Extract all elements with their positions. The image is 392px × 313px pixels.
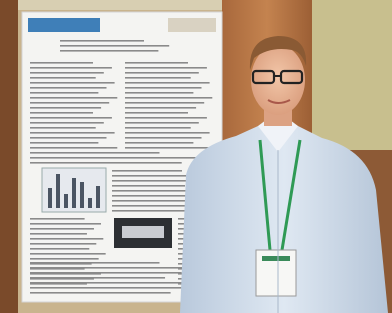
text-line bbox=[112, 170, 182, 172]
text-line bbox=[125, 87, 202, 89]
wall-top bbox=[18, 0, 222, 10]
text-line bbox=[125, 102, 204, 104]
chart-bar bbox=[88, 198, 92, 208]
text-line bbox=[30, 122, 104, 124]
text-line bbox=[30, 272, 182, 274]
text-line bbox=[30, 87, 107, 89]
text-line bbox=[30, 253, 106, 255]
photo bbox=[0, 0, 392, 313]
chart-bar bbox=[72, 178, 76, 208]
badge-stripe bbox=[262, 256, 290, 261]
text-line bbox=[125, 132, 210, 134]
text-line bbox=[30, 267, 198, 269]
wall-right bbox=[312, 0, 392, 150]
text-line bbox=[30, 92, 98, 94]
text-line bbox=[30, 142, 98, 144]
text-line bbox=[125, 127, 191, 129]
text-line bbox=[30, 258, 99, 260]
text-line bbox=[30, 62, 93, 64]
text-line bbox=[125, 117, 207, 119]
text-line bbox=[30, 292, 171, 294]
text-line bbox=[30, 287, 187, 289]
text-line bbox=[125, 112, 188, 114]
text-line bbox=[30, 162, 182, 164]
text-line bbox=[30, 132, 115, 134]
text-line bbox=[30, 277, 165, 279]
text-line bbox=[30, 262, 160, 264]
chart-bar bbox=[96, 186, 100, 208]
chart-bar bbox=[64, 194, 68, 208]
text-line bbox=[30, 218, 85, 220]
text-line bbox=[112, 195, 197, 197]
text-line bbox=[112, 180, 194, 182]
text-line bbox=[30, 97, 117, 99]
text-line bbox=[30, 72, 104, 74]
text-line bbox=[125, 82, 210, 84]
text-line bbox=[30, 112, 93, 114]
text-line bbox=[30, 248, 89, 250]
poster-image-detail bbox=[122, 226, 164, 238]
text-line bbox=[30, 82, 115, 84]
text-line bbox=[125, 107, 196, 109]
text-line bbox=[60, 50, 158, 52]
wood-column bbox=[0, 0, 18, 313]
text-line bbox=[30, 67, 112, 69]
text-line bbox=[30, 117, 112, 119]
chart-bar bbox=[80, 182, 84, 208]
text-line bbox=[125, 67, 207, 69]
text-line bbox=[30, 157, 198, 159]
text-line bbox=[125, 97, 212, 99]
text-line bbox=[125, 142, 193, 144]
poster-logo-right bbox=[168, 18, 216, 32]
text-line bbox=[125, 92, 193, 94]
text-line bbox=[30, 228, 94, 230]
chart-bar bbox=[56, 174, 60, 208]
text-line bbox=[30, 77, 96, 79]
text-line bbox=[125, 72, 199, 74]
poster-logo bbox=[28, 18, 100, 32]
face bbox=[251, 45, 305, 115]
text-line bbox=[60, 45, 169, 47]
text-line bbox=[30, 107, 101, 109]
text-line bbox=[125, 122, 199, 124]
text-line bbox=[125, 77, 191, 79]
text-line bbox=[30, 233, 87, 235]
text-line bbox=[30, 223, 101, 225]
text-line bbox=[30, 147, 117, 149]
text-line bbox=[125, 147, 212, 149]
text-line bbox=[125, 137, 202, 139]
text-line bbox=[30, 243, 96, 245]
chart-bar bbox=[48, 188, 52, 208]
text-line bbox=[30, 102, 109, 104]
text-line bbox=[30, 137, 107, 139]
text-line bbox=[125, 62, 188, 64]
text-line bbox=[30, 152, 160, 154]
text-line bbox=[30, 127, 96, 129]
text-line bbox=[60, 40, 144, 42]
text-line bbox=[30, 238, 103, 240]
text-line bbox=[112, 200, 188, 202]
text-line bbox=[30, 282, 204, 284]
text-line bbox=[112, 185, 185, 187]
